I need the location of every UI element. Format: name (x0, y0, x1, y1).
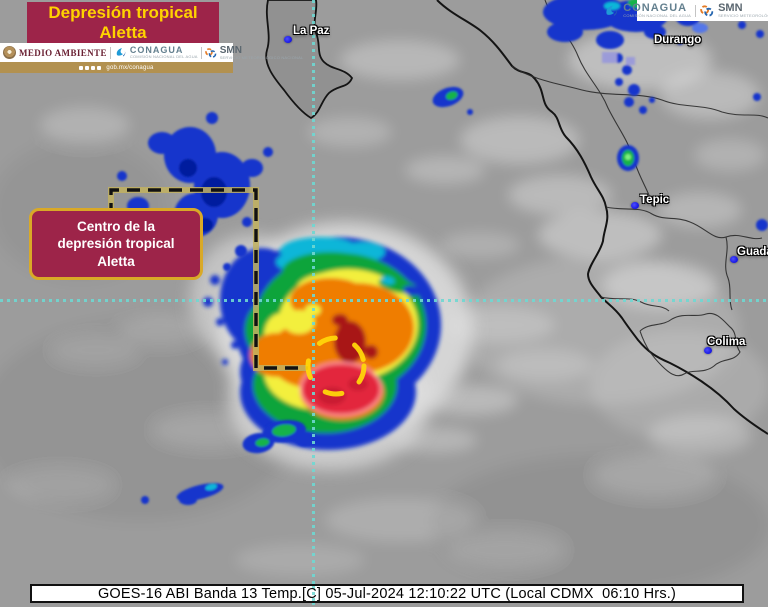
government-logo-bar: MEDIO AMBIENTE CONAGUA COMISIÓN NACIONAL… (0, 43, 303, 62)
city-dot-tepic (631, 202, 639, 209)
satellite-product-timestamp: GOES-16 ABI Banda 13 Temp.[C] 05-Jul-202… (97, 585, 677, 602)
conagua-logo-icon (606, 4, 618, 16)
callout-line-2: depresión tropical (57, 236, 175, 252)
storm-title-banner: Depresión tropical Aletta (27, 2, 219, 43)
city-label-guadalajara: Guada (737, 246, 768, 258)
medio-ambiente-label: MEDIO AMBIENTE (19, 47, 107, 58)
instagram-icon (91, 65, 96, 70)
city-label-tepic: Tepic (640, 194, 670, 206)
callout-line-1: Centro de la (76, 218, 155, 234)
twitter-icon (85, 65, 90, 70)
storm-center-circle (305, 335, 367, 397)
conagua-label: CONAGUA (129, 45, 184, 55)
image-info-bar: GOES-16 ABI Banda 13 Temp.[C] 05-Jul-202… (30, 584, 744, 603)
city-dot-la-paz (284, 36, 292, 43)
separator (109, 46, 111, 59)
crosshair-vertical-line (312, 0, 315, 607)
separator (695, 4, 697, 17)
smn-logo-icon (204, 47, 216, 58)
storm-name-label: Aletta (99, 22, 147, 42)
city-label-durango: Durango (654, 34, 702, 46)
city-dot-guadalajara (730, 256, 738, 263)
city-label-la-paz: La Paz (293, 25, 330, 37)
smn-tagline: SERVICIO METEOROLÓGICO NACIONAL (219, 54, 304, 60)
conagua-tagline: COMISIÓN NACIONAL DEL AGUA (623, 13, 692, 18)
baja-california-coastline (265, 0, 354, 120)
small-convective-cells (141, 86, 639, 505)
conagua-label: CONAGUA (623, 2, 688, 14)
state-boundaries (511, 0, 768, 377)
crosshair-vertical-line-overlay (312, 586, 315, 601)
crosshair-horizontal-line (0, 299, 768, 302)
conagua-tagline: COMISIÓN NACIONAL DEL AGUA (129, 54, 198, 59)
callout-leader-line (108, 187, 308, 371)
smn-label: SMN (219, 44, 242, 56)
youtube-icon (97, 65, 102, 70)
smn-logo-icon (700, 4, 714, 17)
separator (200, 46, 202, 59)
top-right-logo-bar: CONAGUA COMISIÓN NACIONAL DEL AGUA SMN S… (606, 0, 768, 21)
storm-center-callout: Centro de la depresión tropical Aletta (29, 208, 203, 280)
callout-line-3: Aletta (97, 253, 135, 269)
city-label-colima: Colima (707, 336, 746, 348)
mainland-coastline (436, 0, 768, 435)
smn-tagline: SERVICIO METEOROLÓGICO NACIONAL (718, 13, 768, 18)
storm-type-label: Depresión tropical (48, 3, 198, 23)
mexico-eagle-emblem-icon (3, 46, 16, 59)
facebook-icon (79, 65, 84, 70)
conagua-logo-icon (116, 48, 126, 57)
smn-label: SMN (718, 2, 743, 14)
social-handle: gob.mx/conagua (106, 64, 154, 71)
city-dot-colima (704, 347, 712, 354)
social-media-bar: gob.mx/conagua (0, 62, 233, 73)
